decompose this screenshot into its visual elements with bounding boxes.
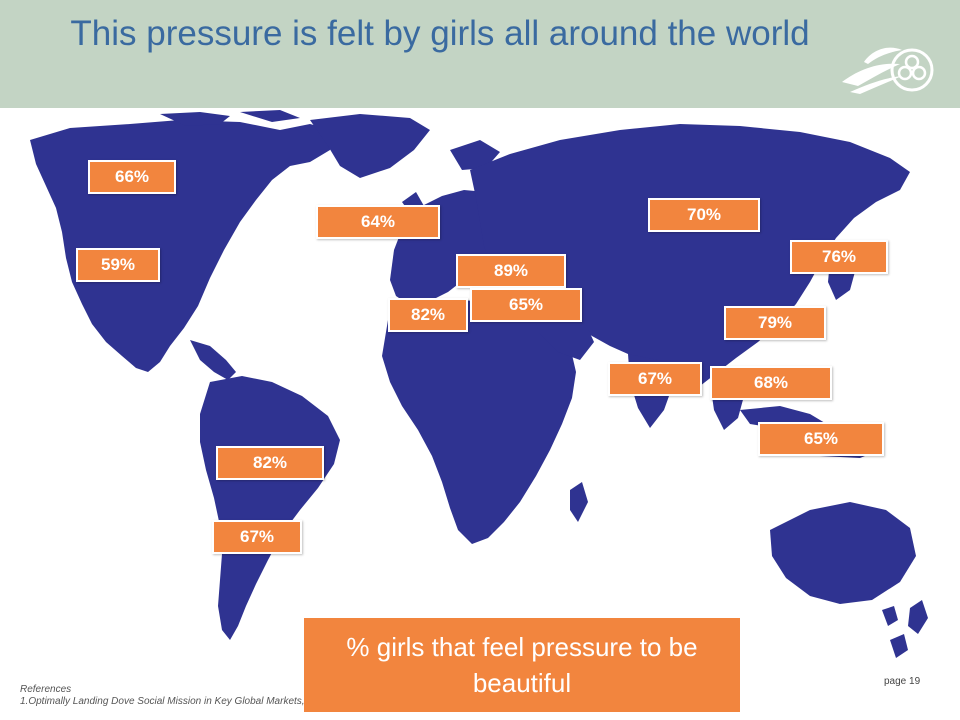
- label-japan: 76%: [790, 240, 888, 274]
- label-na-us: 59%: [76, 248, 160, 282]
- label-indonesia: 65%: [758, 422, 884, 456]
- references-line: 1.Optimally Landing Dove Social Mission …: [20, 696, 435, 707]
- south-america-landmass: [200, 376, 340, 640]
- greenland-landmass: [310, 114, 430, 178]
- header-band: This pressure is felt by girls all aroun…: [0, 0, 960, 108]
- australia-landmass: [770, 502, 916, 604]
- africa-landmass: [382, 300, 576, 544]
- legend-callout: % girls that feel pressure to be beautif…: [304, 618, 740, 712]
- label-turkey: 65%: [470, 288, 582, 322]
- label-russia: 70%: [648, 198, 760, 232]
- references: References 1.Optimally Landing Dove Soci…: [20, 684, 620, 708]
- label-brazil: 82%: [216, 446, 324, 480]
- legend-callout-text: % girls that feel pressure to be beautif…: [346, 632, 698, 698]
- label-china: 79%: [724, 306, 826, 340]
- label-na-north: 66%: [88, 160, 176, 194]
- label-thailand: 68%: [710, 366, 832, 400]
- label-spain: 82%: [388, 298, 468, 332]
- references-heading: References: [20, 684, 72, 695]
- north-america-landmass: [30, 120, 340, 372]
- trefoil-logo-icon: [842, 47, 934, 94]
- label-india: 67%: [608, 362, 702, 396]
- label-italy: 89%: [456, 254, 566, 288]
- page-title: This pressure is felt by girls all aroun…: [70, 14, 810, 53]
- label-argentina: 67%: [212, 520, 302, 554]
- label-uk: 64%: [316, 205, 440, 239]
- page-number: page 19: [884, 676, 921, 687]
